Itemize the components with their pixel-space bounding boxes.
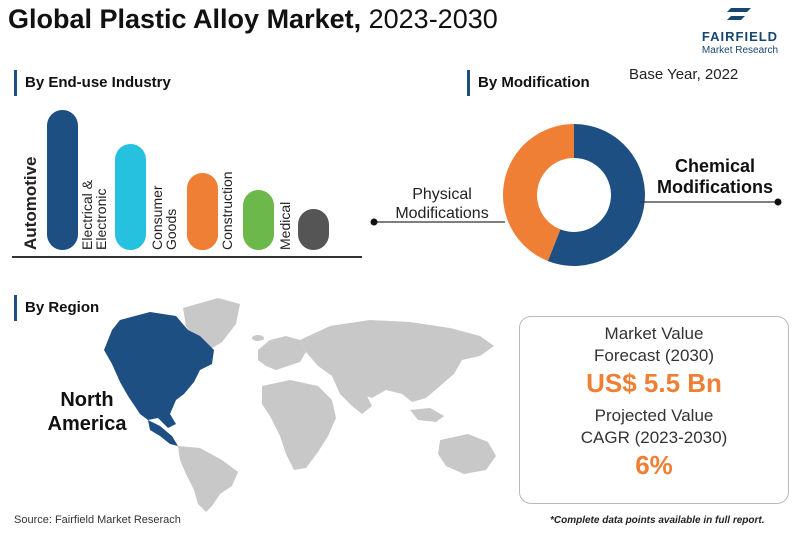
cagr-label-line1: Projected Value bbox=[594, 406, 714, 425]
leader-dot-chemical bbox=[774, 198, 782, 206]
section-heading-industry: By End-use Industry bbox=[14, 70, 171, 96]
leader-dot-physical bbox=[370, 218, 378, 226]
title-main: Global Plastic Alloy Market, bbox=[8, 4, 362, 34]
market-value: US$ 5.5 Bn bbox=[586, 368, 722, 398]
cagr-label-line2: CAGR (2023-2030) bbox=[580, 428, 728, 447]
donut-label-chemical-line1: Chemical bbox=[674, 156, 756, 176]
market-kpi-card: Market Value Forecast (2030) US$ 5.5 Bn … bbox=[519, 316, 789, 504]
region-highlight-label: North America bbox=[22, 388, 152, 436]
map-europe bbox=[258, 336, 306, 370]
donut-slice-physical-modifications bbox=[503, 124, 574, 262]
logo-subtitle: Market Research bbox=[701, 45, 779, 56]
section-heading-modification: By Modification bbox=[467, 70, 590, 96]
region-label-line1: North bbox=[60, 389, 114, 411]
map-southeast-asia bbox=[410, 408, 444, 422]
fairfield-logo: FAIRFIELD Market Research bbox=[690, 6, 790, 56]
map-south-america bbox=[178, 446, 238, 512]
map-north-america bbox=[104, 312, 214, 428]
bar-chart-baseline bbox=[12, 256, 362, 258]
bar-medical bbox=[243, 189, 274, 250]
region-label-line2: America bbox=[47, 413, 127, 435]
map-south-asia bbox=[332, 376, 372, 414]
source-note: Source: Fairfield Market Reserach bbox=[14, 514, 181, 526]
donut-label-chemical-line2: Modifications bbox=[657, 177, 773, 197]
section-heading-region: By Region bbox=[14, 295, 99, 321]
logo-brand: FAIRFIELD bbox=[701, 29, 779, 44]
title-years: 2023-2030 bbox=[368, 4, 498, 34]
page-title: Global Plastic Alloy Market, 2023-2030 bbox=[8, 4, 498, 35]
cagr-value: 6% bbox=[635, 450, 673, 480]
market-value-label-line2: Forecast (2030) bbox=[594, 346, 714, 365]
bar-unlabeled bbox=[298, 209, 329, 250]
logo-mark-icon bbox=[727, 8, 751, 20]
map-iceland bbox=[252, 335, 264, 341]
end-use-industry-bar-chart: Automotive Electrical & Electronic Consumer… bbox=[0, 0, 380, 262]
donut-label-physical-line1: Physical bbox=[412, 186, 472, 203]
map-central-america bbox=[148, 420, 178, 446]
donut-label-physical: Physical Modifications bbox=[380, 185, 504, 223]
donut-slice-chemical-modifications bbox=[547, 124, 646, 266]
base-year: Base Year, 2022 bbox=[629, 66, 739, 83]
map-asia bbox=[300, 320, 494, 402]
bar-construction bbox=[187, 188, 218, 250]
map-australia bbox=[438, 434, 496, 474]
market-value-label-line1: Market Value bbox=[604, 324, 704, 343]
map-africa bbox=[262, 380, 336, 470]
donut-label-chemical: Chemical Modifications bbox=[645, 156, 785, 198]
world-map bbox=[104, 298, 496, 512]
donut-label-physical-line2: Modifications bbox=[395, 205, 489, 222]
bar-automotive bbox=[47, 110, 78, 250]
footnote: *Complete data points available in full … bbox=[550, 515, 765, 526]
bar-electrical-electronic bbox=[115, 143, 146, 250]
modification-donut-chart bbox=[370, 124, 782, 266]
